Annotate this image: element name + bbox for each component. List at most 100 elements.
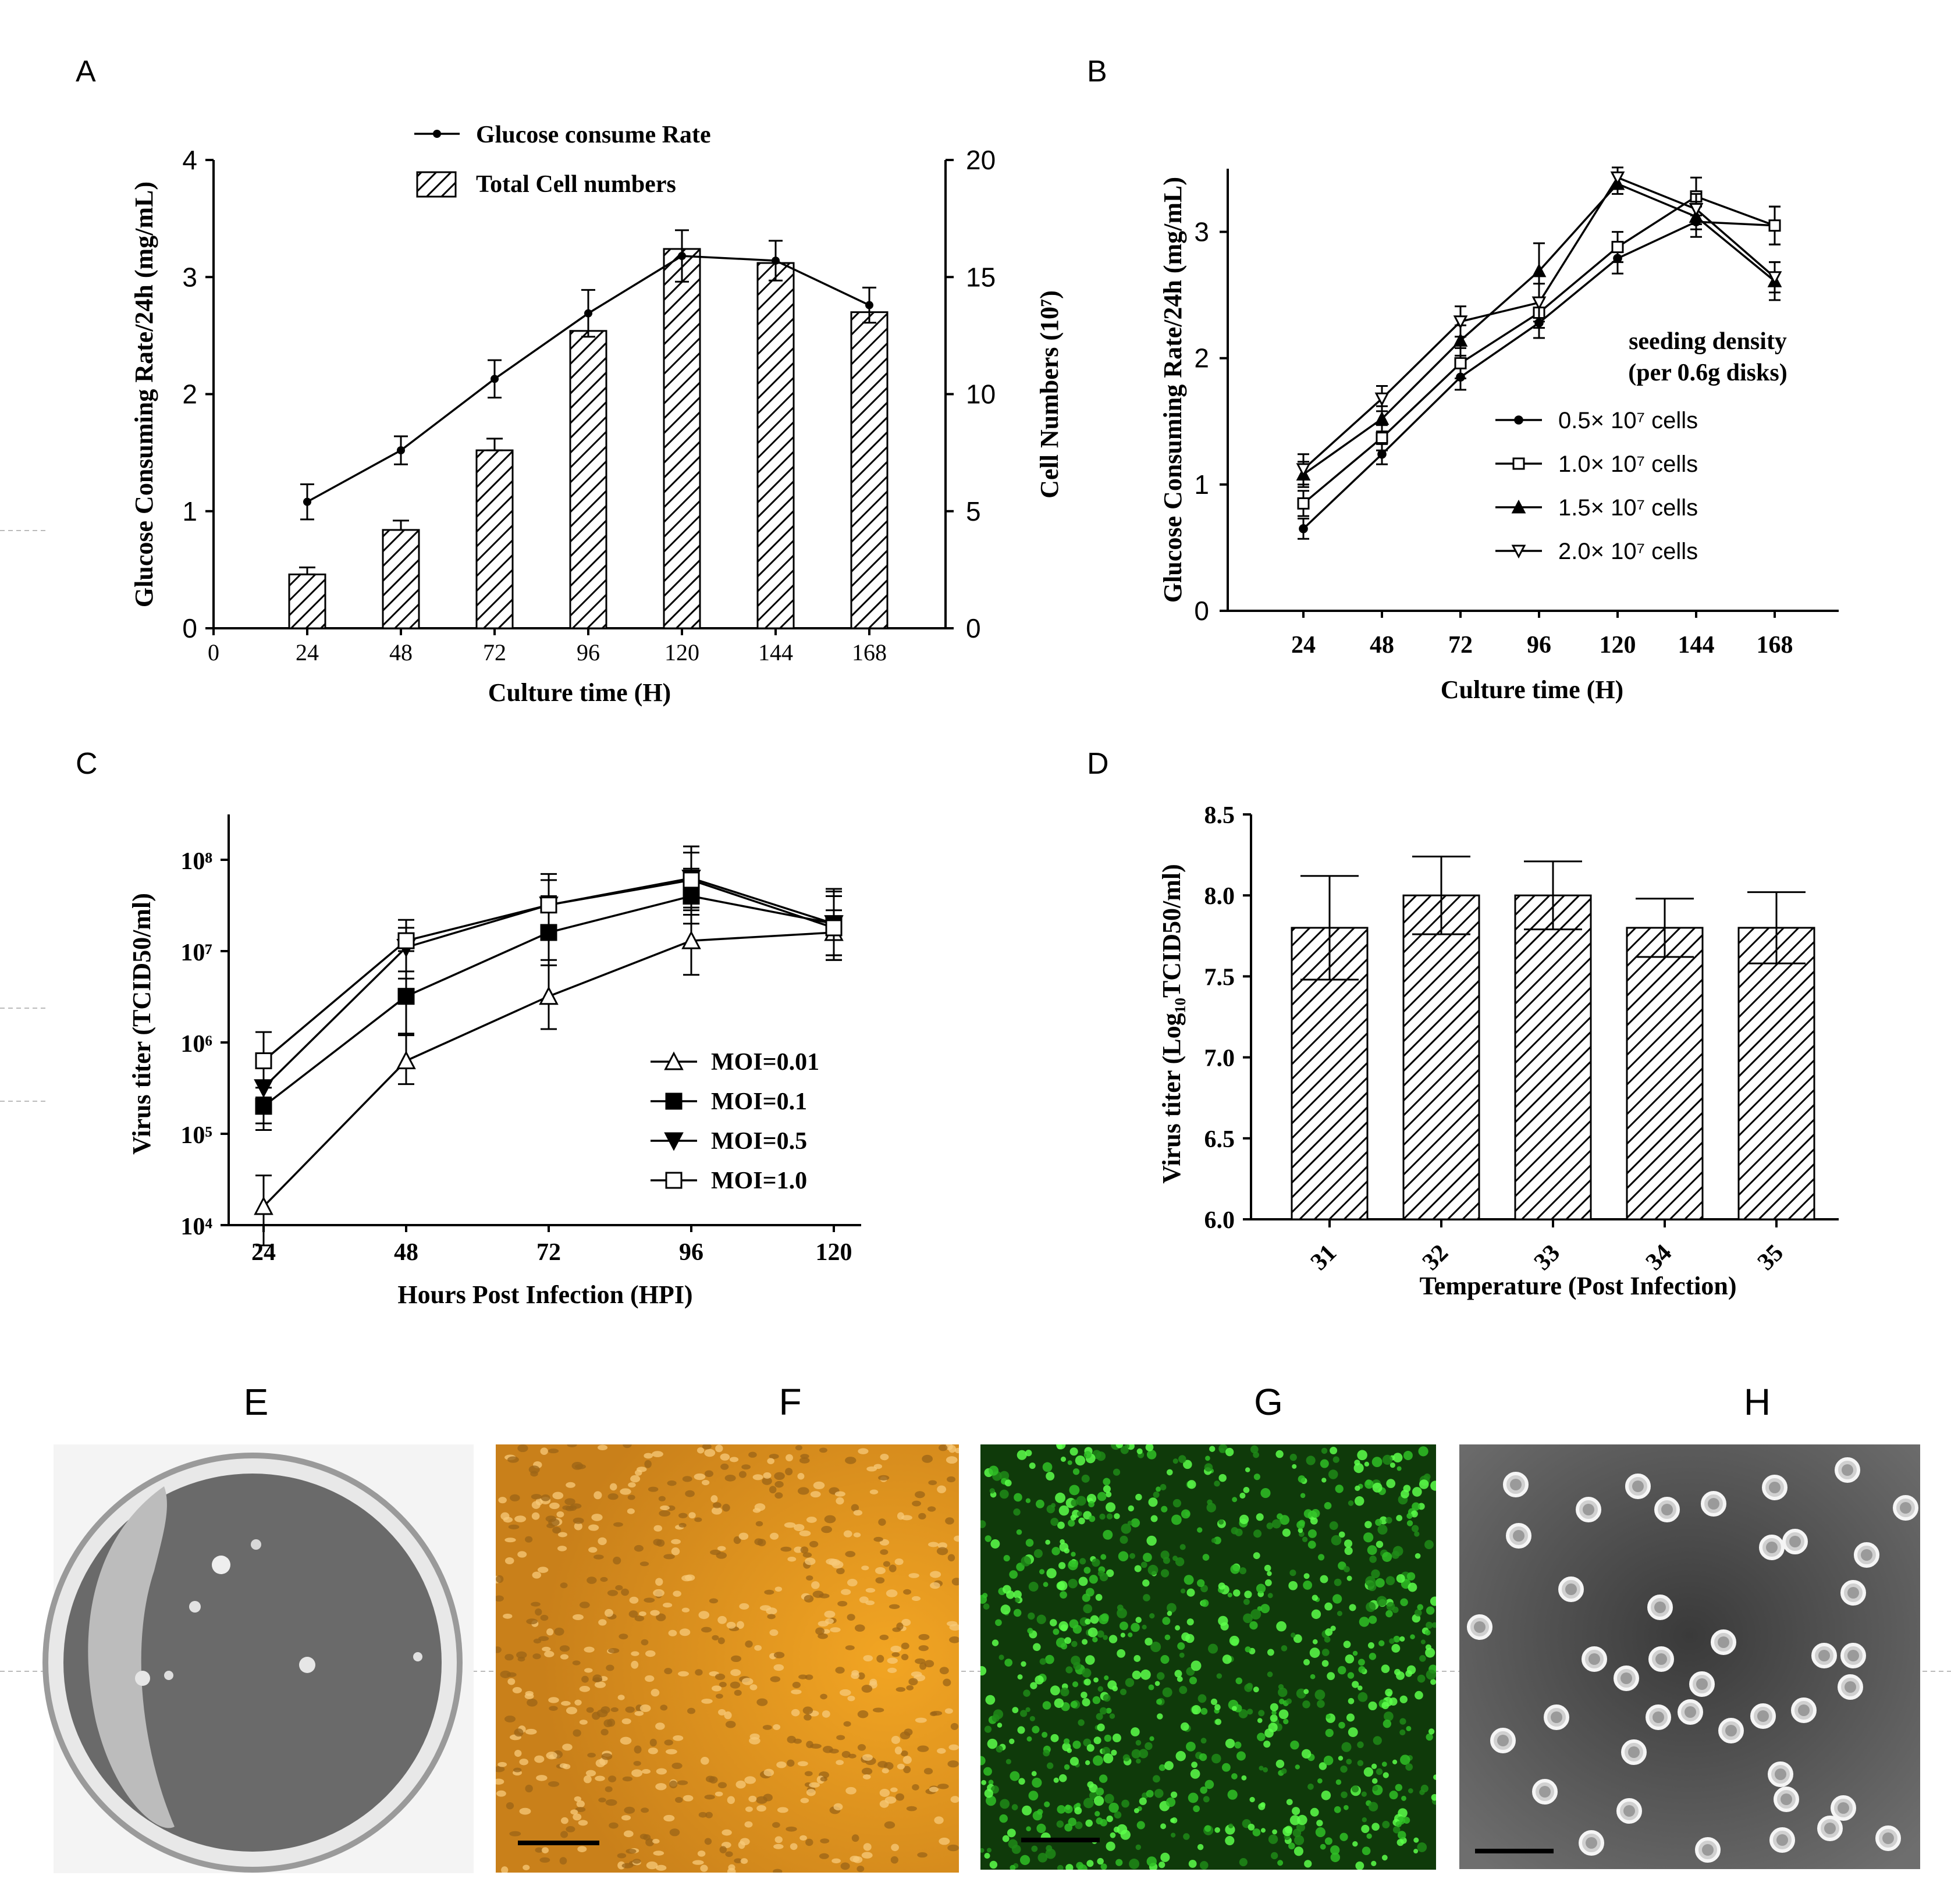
cell bbox=[797, 1761, 808, 1767]
data-point bbox=[1299, 524, 1308, 533]
cell bbox=[678, 1512, 688, 1518]
fluorescent-cell bbox=[1023, 1689, 1030, 1697]
fluorescent-cell bbox=[1320, 1575, 1328, 1583]
virus-particle-core bbox=[1702, 1844, 1714, 1856]
cell bbox=[701, 1699, 713, 1704]
cell bbox=[639, 1704, 651, 1712]
fluorescent-cell bbox=[1071, 1640, 1078, 1647]
fluorescent-cell bbox=[1197, 1844, 1204, 1850]
virus-particle-core bbox=[1513, 1530, 1524, 1542]
cell bbox=[595, 1759, 606, 1767]
data-point bbox=[1453, 333, 1468, 347]
legend-label: 1.0× 10⁷ cells bbox=[1558, 451, 1698, 477]
cell bbox=[767, 1614, 776, 1620]
cell bbox=[501, 1866, 509, 1873]
cell bbox=[528, 1465, 540, 1474]
fluorescent-cell bbox=[1056, 1581, 1065, 1590]
cell bbox=[496, 1778, 504, 1785]
fluorescent-cell bbox=[1227, 1592, 1232, 1597]
cell bbox=[727, 1867, 736, 1873]
fluorescent-cell bbox=[1050, 1734, 1059, 1742]
cell bbox=[588, 1547, 598, 1553]
panel-d: D 31 32 33 34 35 6.0 6.5 7.0 7.5 8.0 8.5 Temperat… bbox=[1087, 747, 1839, 1300]
cell bbox=[574, 1699, 582, 1706]
cell bbox=[498, 1497, 507, 1504]
cell bbox=[648, 1486, 659, 1492]
fluorescent-cell bbox=[1118, 1551, 1129, 1561]
panel-b: B 24 48 72 96 120 144 168 0 1 2 3 Culture time (H… bbox=[1087, 55, 1839, 704]
cell bbox=[663, 1602, 673, 1608]
fluorescent-cell bbox=[1197, 1694, 1207, 1703]
fluorescent-cell bbox=[1057, 1805, 1066, 1814]
fluorescent-cell bbox=[1043, 1582, 1049, 1588]
fluorescent-cell bbox=[1190, 1769, 1200, 1779]
cell bbox=[634, 1544, 644, 1552]
cell bbox=[918, 1645, 929, 1652]
fluorescent-cell bbox=[1406, 1512, 1413, 1519]
fluorescent-cell bbox=[1381, 1855, 1388, 1861]
panel-c-x-title: Hours Post Infection (HPI) bbox=[397, 1280, 692, 1309]
fluorescent-cell bbox=[1338, 1721, 1345, 1729]
fluorescent-cell bbox=[1211, 1753, 1221, 1764]
fluorescent-cell bbox=[1291, 1632, 1296, 1638]
cell bbox=[799, 1457, 810, 1464]
fluorescent-cell bbox=[1139, 1749, 1149, 1759]
fluorescent-cell bbox=[1089, 1515, 1096, 1522]
fluorescent-cell bbox=[1078, 1719, 1085, 1726]
fluorescent-cell bbox=[1183, 1460, 1192, 1469]
fluorescent-cell bbox=[1157, 1713, 1163, 1720]
y-tick-label: 3 bbox=[1194, 217, 1209, 247]
fluorescent-cell bbox=[1112, 1685, 1118, 1692]
fluorescent-cell bbox=[1028, 1612, 1035, 1620]
fluorescent-cell bbox=[1235, 1677, 1243, 1685]
fluorescent-cell bbox=[1328, 1469, 1338, 1479]
fluorescent-cell bbox=[1114, 1513, 1120, 1519]
cell bbox=[641, 1639, 649, 1646]
cell bbox=[497, 1761, 507, 1767]
fluorescent-cell bbox=[1332, 1594, 1342, 1604]
cell bbox=[603, 1719, 613, 1728]
cell bbox=[688, 1512, 696, 1519]
fluorescent-cell bbox=[1281, 1768, 1287, 1774]
cell bbox=[711, 1507, 723, 1515]
cell bbox=[875, 1577, 885, 1584]
cell bbox=[948, 1744, 959, 1750]
cell bbox=[884, 1821, 895, 1829]
cell bbox=[715, 1673, 726, 1680]
fluorescent-cell bbox=[1264, 1579, 1272, 1586]
fluorescent-cell bbox=[1297, 1814, 1307, 1825]
fluorescent-cell bbox=[1007, 1828, 1016, 1838]
cell bbox=[641, 1807, 649, 1813]
cell bbox=[851, 1834, 859, 1842]
cell bbox=[727, 1796, 735, 1805]
fluorescent-cell bbox=[1022, 1805, 1032, 1816]
fluorescent-cell bbox=[1225, 1738, 1235, 1749]
cell bbox=[718, 1709, 726, 1716]
cell bbox=[506, 1802, 514, 1810]
fluorescent-cell bbox=[1334, 1578, 1342, 1586]
fluorescent-cell bbox=[1268, 1834, 1278, 1844]
cell bbox=[834, 1491, 845, 1497]
fluorescent-cell bbox=[1270, 1703, 1278, 1711]
fluorescent-cell bbox=[1083, 1567, 1091, 1574]
fluorescent-cell bbox=[1119, 1621, 1128, 1631]
cell bbox=[830, 1627, 841, 1633]
fluorescent-cell bbox=[1249, 1621, 1258, 1630]
cell bbox=[945, 1517, 954, 1525]
fluorescent-cell bbox=[1097, 1686, 1104, 1692]
cell bbox=[622, 1776, 633, 1782]
cell bbox=[722, 1829, 732, 1836]
fluorescent-cell bbox=[1375, 1519, 1383, 1526]
fluorescent-cell bbox=[1093, 1755, 1103, 1766]
cell bbox=[774, 1586, 783, 1592]
virus-particle-core bbox=[1620, 1672, 1632, 1684]
cell bbox=[861, 1565, 869, 1571]
virus-particle-core bbox=[1551, 1711, 1562, 1723]
fluorescent-cell bbox=[1133, 1655, 1141, 1662]
cell bbox=[934, 1816, 944, 1824]
fluorescent-cell bbox=[1267, 1649, 1274, 1656]
fluorescent-cell bbox=[1093, 1796, 1104, 1806]
fluorescent-cell bbox=[1257, 1718, 1263, 1723]
fluorescent-cell bbox=[1156, 1486, 1161, 1492]
fluorescent-cell bbox=[1167, 1611, 1172, 1616]
